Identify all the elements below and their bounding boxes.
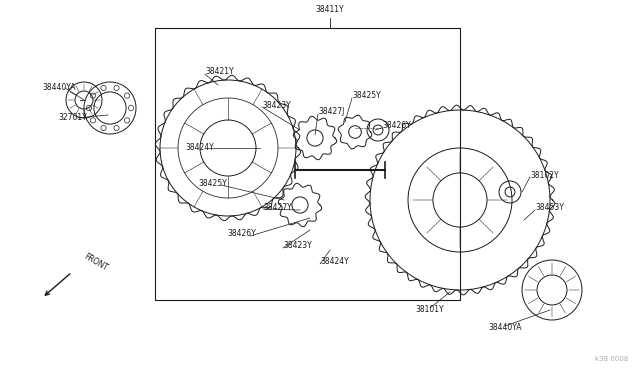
Text: 38424Y: 38424Y — [320, 257, 349, 266]
Text: 38425Y: 38425Y — [352, 92, 381, 100]
Text: 38423Y: 38423Y — [262, 100, 291, 109]
Text: 38440YA: 38440YA — [42, 83, 76, 93]
Text: 38424Y: 38424Y — [185, 144, 214, 153]
Text: 38423Y: 38423Y — [283, 241, 312, 250]
Text: 38421Y: 38421Y — [205, 67, 234, 77]
Text: 38427Y: 38427Y — [263, 202, 292, 212]
Text: FRONT: FRONT — [82, 251, 109, 272]
Text: 32701Y: 32701Y — [58, 113, 87, 122]
Text: 38426Y: 38426Y — [227, 230, 256, 238]
Text: 38102Y: 38102Y — [530, 170, 559, 180]
Text: 38425Y: 38425Y — [198, 179, 227, 187]
Text: 38427J: 38427J — [318, 108, 344, 116]
Text: k38 0008: k38 0008 — [595, 356, 628, 362]
Text: 38426Y: 38426Y — [382, 122, 411, 131]
Text: 38101Y: 38101Y — [416, 305, 444, 314]
Bar — [155, 28, 460, 300]
Text: 38411Y: 38411Y — [316, 5, 344, 14]
Text: 38453Y: 38453Y — [535, 203, 564, 212]
Text: 38440YA: 38440YA — [488, 324, 522, 333]
